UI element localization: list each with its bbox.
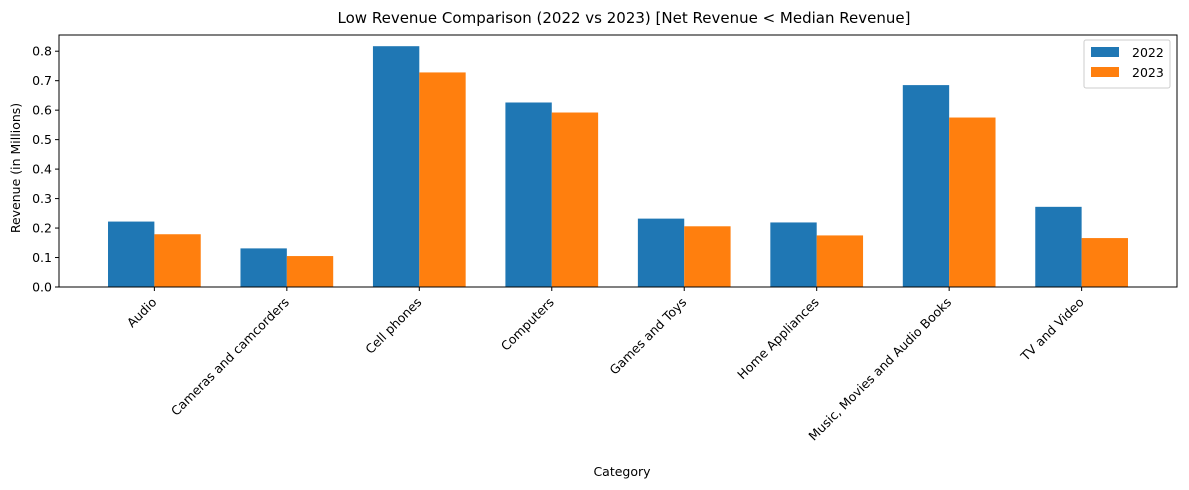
bar-2022-3 (505, 102, 552, 287)
bar-2022-7 (1035, 206, 1082, 287)
y-tick-label: 0.7 (32, 73, 52, 88)
bar-2023-3 (551, 112, 599, 287)
x-axis-title: Category (593, 464, 651, 479)
legend-label-2023: 2023 (1132, 65, 1164, 80)
y-tick-label: 0.2 (32, 221, 52, 236)
y-tick-label: 0.3 (32, 191, 52, 206)
legend: 2022 2023 (1083, 39, 1171, 89)
y-axis: 0.0 0.1 0.2 0.3 0.4 0.5 0.6 0.7 0.8 (32, 44, 59, 295)
y-tick-label: 0.6 (32, 103, 52, 118)
bars-group (108, 46, 1128, 288)
legend-label-2022: 2022 (1132, 45, 1164, 60)
bar-2023-1 (286, 256, 334, 287)
bar-2022-2 (372, 46, 420, 288)
y-tick-label: 0.1 (32, 250, 52, 265)
bar-2022-4 (637, 218, 685, 287)
bar-2023-2 (419, 72, 466, 287)
bar-2023-6 (949, 117, 996, 288)
bar-2022-1 (240, 248, 287, 287)
bar-2023-0 (154, 234, 201, 287)
bar-2022-6 (902, 85, 950, 288)
y-axis-title: Revenue (in Millions) (8, 103, 23, 233)
y-tick-label: 0.8 (32, 44, 52, 59)
y-tick-label: 0.5 (32, 132, 52, 147)
chart-title: Low Revenue Comparison (2022 vs 2023) [N… (338, 9, 911, 27)
bar-2023-5 (816, 235, 864, 287)
y-tick-label: 0.0 (32, 280, 52, 295)
legend-swatch-2023 (1091, 67, 1119, 77)
legend-swatch-2022 (1091, 47, 1119, 57)
bar-2022-5 (770, 222, 817, 287)
y-tick-label: 0.4 (32, 162, 52, 177)
bar-2023-4 (684, 226, 731, 287)
bar-2023-7 (1081, 238, 1128, 287)
plot-frame (58, 34, 1178, 288)
bar-2022-0 (108, 221, 155, 287)
